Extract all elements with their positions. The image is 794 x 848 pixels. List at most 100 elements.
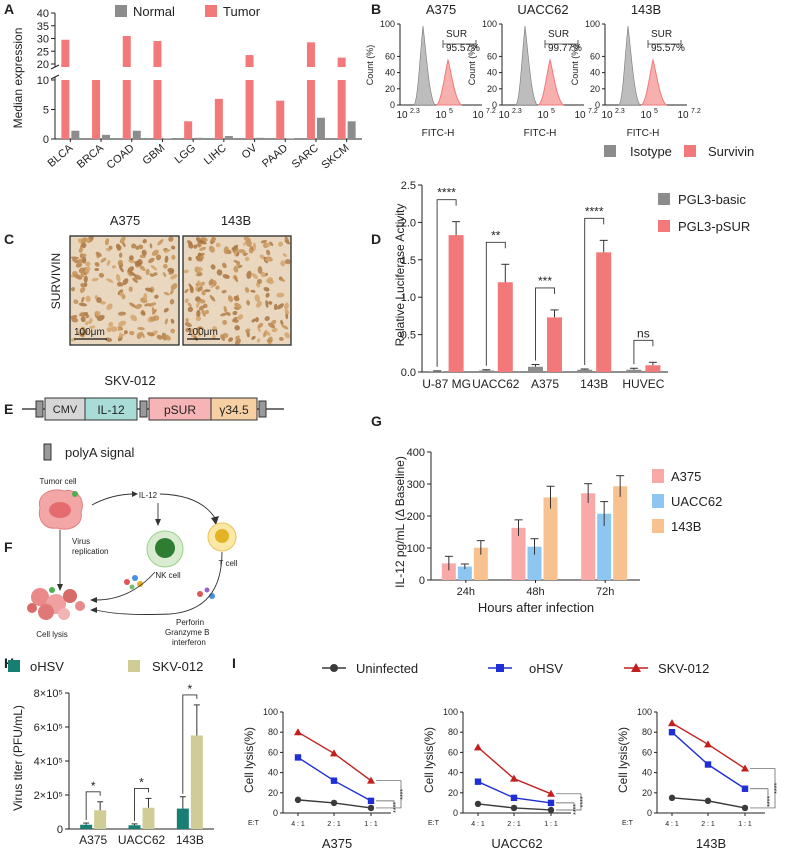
ihc-nucleus: [122, 278, 129, 285]
ihc-nucleus: [128, 259, 136, 264]
ihc-nucleus: [79, 312, 88, 317]
histogram-title: A375: [426, 2, 456, 17]
ihc-nucleus: [100, 257, 107, 263]
h-ytick-label: 4×10⁵: [34, 756, 63, 768]
ihc-nucleus: [149, 243, 153, 249]
a-xtick-label: SARC: [290, 142, 321, 171]
ihc-nucleus: [168, 236, 174, 242]
g-ytick-label: 400: [407, 447, 425, 459]
b-xtick-label: 10: [677, 110, 689, 121]
b-xtick-exp: 5: [654, 108, 658, 115]
i-ytick-label: 20: [448, 788, 458, 798]
i-point-ohsv: [741, 785, 749, 792]
i-point-ohsv: [704, 761, 712, 768]
ihc-nucleus: [148, 302, 157, 307]
d-bar-psur: [645, 365, 661, 372]
ihc-nucleus: [154, 294, 159, 299]
ihc-nucleus: [85, 261, 91, 267]
panel-g-ylabel: IL-12 pg/mL (Δ Baseline): [393, 456, 407, 588]
histogram-title: 143B: [631, 2, 661, 17]
d-ytick-label: 1.0: [401, 292, 416, 304]
panel-i: I Uninfected oHSV SKV-012 0 20 40 60 80 100 Ce…: [232, 655, 781, 848]
i-xtick-label: 4 : 1: [471, 821, 485, 828]
panel-a-label: A: [4, 1, 14, 17]
tumor-cell-icon: [38, 489, 83, 530]
ihc-nucleus: [116, 273, 121, 282]
ihc-nucleus: [255, 316, 259, 323]
perforin-label: Perforin: [176, 618, 204, 627]
ihc-nucleus: [226, 311, 231, 316]
ihc-nucleus: [257, 322, 264, 328]
i-sig-outer-label: ****: [774, 783, 781, 794]
a-bar-normal: [316, 117, 325, 139]
panel-d-chart: 0.0 0.5 1.0 1.5 2.0 2.5 **** U-87 MG ** UACC62 ***…: [401, 180, 668, 391]
panel-h: H oHSV SKV-012 Virus titer (PFU/mL) 02×1…: [4, 655, 214, 847]
ihc-nucleus: [117, 333, 125, 339]
i-xtick-label: 1 : 1: [364, 821, 378, 828]
arrow-tumor-il12: [91, 493, 133, 506]
virus-label-2: replication: [72, 547, 108, 556]
b-ytick-label: 60: [590, 51, 600, 61]
panel-a: A Normal Tumor Median expression 2025303…: [4, 1, 362, 172]
ihc-nucleus: [197, 252, 202, 257]
ihc-nucleus: [167, 267, 175, 273]
tumor-cell-label: Tumor cell: [39, 477, 76, 486]
d-ytick-label: 2.5: [401, 180, 416, 192]
panel-a-ylabel: Median expression: [11, 28, 25, 129]
polya-legend-swatch: [43, 443, 52, 461]
i-ylabel: Cell lysis(%): [422, 727, 436, 793]
b-xtick-exp: 7.2: [588, 108, 598, 115]
ihc-nucleus: [170, 283, 178, 290]
i-ytick-label: 0: [273, 808, 278, 818]
ihc-frame: [69, 235, 180, 346]
ihc-nucleus: [80, 331, 87, 337]
ihc-nucleus: [118, 320, 127, 327]
ihc-nucleus: [200, 237, 208, 242]
ihc-nucleus: [71, 317, 79, 323]
ihc-nucleus: [251, 318, 256, 323]
ihc-nucleus: [191, 329, 195, 338]
panel-d: D PGL3-basic PGL3-pSUR Relative Lucifera…: [371, 180, 750, 391]
i-ytick-label: 40: [268, 768, 278, 778]
b-ytick-label: 20: [385, 84, 395, 94]
i-point-uninfected: [510, 804, 518, 812]
survivin-histogram: [435, 58, 463, 106]
b-xtick-label: 10: [472, 110, 484, 121]
h-sig-bracket: [85, 791, 101, 821]
i-ytick-label: 40: [448, 768, 458, 778]
a-bar-normal: [102, 134, 111, 139]
g-bar: [613, 486, 628, 580]
i-line-ohsv: [671, 731, 746, 790]
i-xtick-label: 2 : 1: [327, 821, 341, 828]
ihc-nucleus: [148, 257, 155, 264]
gate-percent: 95.57%: [446, 43, 480, 54]
d-sig-bracket: [584, 217, 605, 366]
d-xtick-label: U-87 MG: [422, 377, 471, 391]
legend-a375-swatch: [652, 469, 664, 483]
b-xtick-label: 10: [601, 110, 613, 121]
lysis-panel: 0 20 40 60 80 100 Cell lysis(%) E:T 4 : 1 2 : 1 1 …: [242, 707, 407, 848]
a-bar-normal: [347, 121, 356, 139]
ihc-nucleus: [199, 299, 206, 304]
panel-i-label: I: [232, 655, 236, 671]
i-sig-bracket-inner: [376, 800, 395, 807]
a-ytick-upper-label: 25: [37, 46, 49, 58]
g-bar: [457, 566, 472, 580]
ihc-nucleus: [145, 268, 150, 276]
ihc-nucleus: [183, 269, 189, 274]
i-ytick-label: 60: [642, 747, 652, 757]
segment-il12: [84, 397, 138, 421]
ihc-nucleus: [231, 244, 239, 251]
d-sig-label: ns: [637, 326, 650, 340]
i-point-skv012: [367, 776, 375, 784]
ihc-nucleus: [196, 309, 201, 318]
ihc-nucleus: [215, 242, 221, 248]
h-ytick-label: 6×10⁵: [34, 722, 63, 734]
ihc-nucleus: [115, 243, 121, 250]
panel-d-label: D: [371, 231, 381, 247]
i-ytick-label: 80: [268, 727, 278, 737]
ihc-nucleus: [162, 263, 168, 269]
i-line-skv-012: [297, 731, 372, 782]
